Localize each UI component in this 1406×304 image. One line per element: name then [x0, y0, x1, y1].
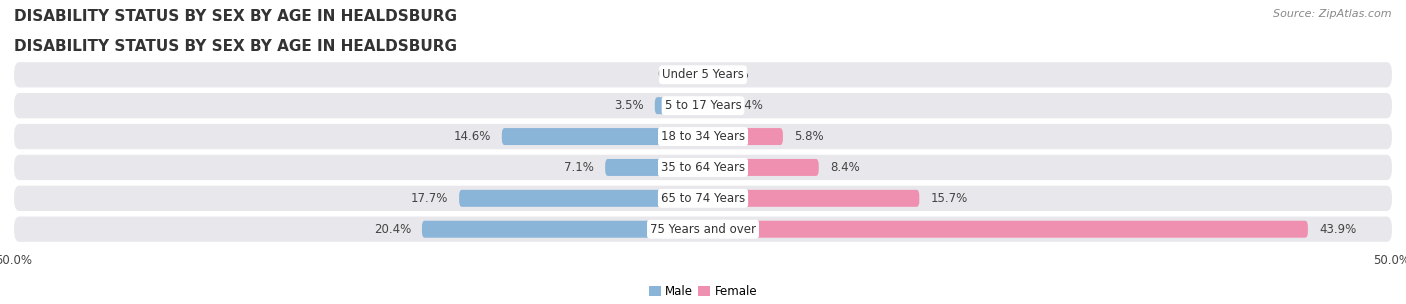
Text: 14.6%: 14.6%: [453, 130, 491, 143]
FancyBboxPatch shape: [422, 221, 703, 238]
Text: 0.0%: 0.0%: [657, 68, 686, 81]
FancyBboxPatch shape: [703, 221, 1308, 238]
Text: 35 to 64 Years: 35 to 64 Years: [661, 161, 745, 174]
FancyBboxPatch shape: [703, 159, 818, 176]
Text: 0.0%: 0.0%: [720, 68, 749, 81]
Text: 20.4%: 20.4%: [374, 223, 411, 236]
FancyBboxPatch shape: [502, 128, 703, 145]
FancyBboxPatch shape: [703, 190, 920, 207]
FancyBboxPatch shape: [14, 93, 1392, 118]
Text: DISABILITY STATUS BY SEX BY AGE IN HEALDSBURG: DISABILITY STATUS BY SEX BY AGE IN HEALD…: [14, 39, 457, 54]
Text: 43.9%: 43.9%: [1319, 223, 1357, 236]
Text: 65 to 74 Years: 65 to 74 Years: [661, 192, 745, 205]
Text: 1.4%: 1.4%: [734, 99, 763, 112]
FancyBboxPatch shape: [703, 97, 723, 114]
Text: 15.7%: 15.7%: [931, 192, 967, 205]
FancyBboxPatch shape: [14, 124, 1392, 149]
Text: DISABILITY STATUS BY SEX BY AGE IN HEALDSBURG: DISABILITY STATUS BY SEX BY AGE IN HEALD…: [14, 9, 457, 24]
Text: 75 Years and over: 75 Years and over: [650, 223, 756, 236]
Text: 8.4%: 8.4%: [830, 161, 859, 174]
Text: 18 to 34 Years: 18 to 34 Years: [661, 130, 745, 143]
FancyBboxPatch shape: [697, 66, 703, 83]
FancyBboxPatch shape: [460, 190, 703, 207]
FancyBboxPatch shape: [14, 155, 1392, 180]
FancyBboxPatch shape: [14, 62, 1392, 88]
FancyBboxPatch shape: [605, 159, 703, 176]
FancyBboxPatch shape: [703, 128, 783, 145]
FancyBboxPatch shape: [14, 186, 1392, 211]
Text: Under 5 Years: Under 5 Years: [662, 68, 744, 81]
Legend: Male, Female: Male, Female: [648, 285, 758, 298]
FancyBboxPatch shape: [655, 97, 703, 114]
Text: 7.1%: 7.1%: [564, 161, 595, 174]
FancyBboxPatch shape: [14, 216, 1392, 242]
Text: 5 to 17 Years: 5 to 17 Years: [665, 99, 741, 112]
Text: 17.7%: 17.7%: [411, 192, 449, 205]
Text: 3.5%: 3.5%: [614, 99, 644, 112]
FancyBboxPatch shape: [703, 66, 709, 83]
Text: Source: ZipAtlas.com: Source: ZipAtlas.com: [1274, 9, 1392, 19]
Text: 5.8%: 5.8%: [794, 130, 824, 143]
